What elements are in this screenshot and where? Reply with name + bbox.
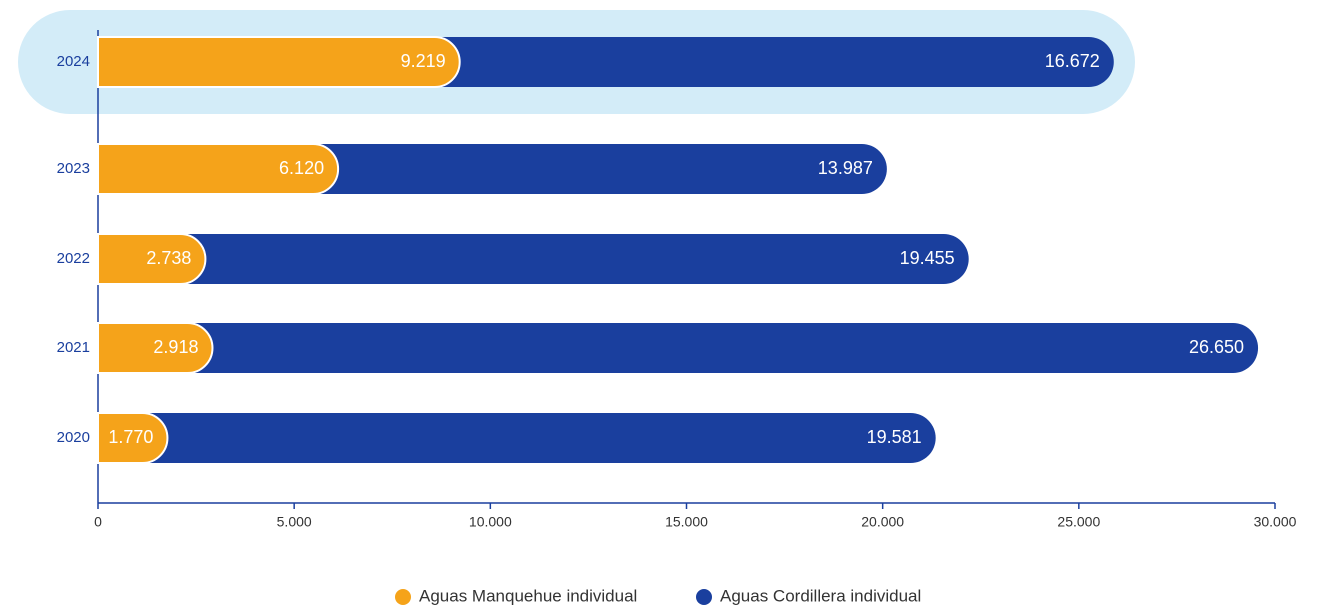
x-tick-label: 30.000 bbox=[1254, 514, 1297, 530]
value-label: 19.581 bbox=[867, 427, 922, 447]
value-label: 2.738 bbox=[146, 248, 191, 268]
legend-label: Aguas Cordillera individual bbox=[720, 586, 921, 605]
bar-segment bbox=[97, 322, 214, 374]
legend-swatch bbox=[395, 589, 411, 605]
y-tick-label: 2020 bbox=[57, 429, 90, 446]
x-tick-label: 0 bbox=[94, 514, 102, 530]
legend-swatch bbox=[696, 589, 712, 605]
bar-segment bbox=[97, 412, 169, 464]
bar-segment bbox=[97, 233, 207, 285]
value-label: 1.770 bbox=[108, 427, 153, 447]
x-tick-label: 10.000 bbox=[469, 514, 512, 530]
x-tick-label: 5.000 bbox=[277, 514, 312, 530]
bar-segment bbox=[98, 323, 1259, 373]
y-tick-label: 2023 bbox=[57, 160, 90, 177]
value-label: 16.672 bbox=[1045, 51, 1100, 71]
y-tick-label: 2021 bbox=[57, 339, 90, 356]
x-tick-label: 25.000 bbox=[1057, 514, 1100, 530]
x-tick-label: 15.000 bbox=[665, 514, 708, 530]
value-label: 13.987 bbox=[818, 158, 873, 178]
value-label: 19.455 bbox=[900, 248, 955, 268]
value-label: 2.918 bbox=[153, 337, 198, 357]
legend-label: Aguas Manquehue individual bbox=[419, 586, 637, 605]
bar-segment bbox=[97, 36, 461, 88]
value-label: 9.219 bbox=[401, 51, 446, 71]
bar-segment bbox=[97, 143, 340, 195]
y-tick-label: 2022 bbox=[57, 250, 90, 267]
value-label: 6.120 bbox=[279, 158, 324, 178]
y-tick-label: 2024 bbox=[57, 53, 90, 70]
value-label: 26.650 bbox=[1189, 337, 1244, 357]
bar-segment bbox=[98, 234, 969, 284]
x-tick-label: 20.000 bbox=[861, 514, 904, 530]
bar-segment bbox=[98, 413, 936, 463]
